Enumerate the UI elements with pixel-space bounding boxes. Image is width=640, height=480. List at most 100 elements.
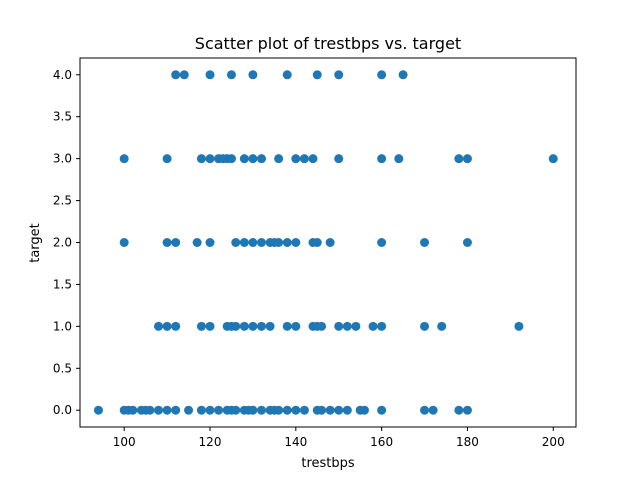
y-tick-label: 3.5	[53, 110, 72, 124]
data-point	[248, 321, 258, 331]
data-point	[154, 405, 164, 415]
data-point	[154, 321, 164, 331]
data-point	[317, 321, 327, 331]
data-point	[312, 70, 322, 80]
chart-title: Scatter plot of trestbps vs. target	[195, 34, 461, 53]
data-point	[274, 405, 284, 415]
data-point	[265, 321, 275, 331]
y-tick-label: 1.0	[53, 319, 72, 333]
x-tick-label: 200	[542, 435, 565, 449]
data-point	[291, 405, 301, 415]
data-point	[162, 238, 172, 247]
data-point	[248, 154, 258, 164]
x-tick-label: 160	[370, 435, 393, 449]
data-point	[377, 321, 387, 331]
data-point	[248, 70, 258, 80]
data-point	[398, 70, 408, 80]
data-point	[334, 405, 344, 415]
data-point	[325, 238, 335, 247]
data-point	[437, 321, 447, 331]
data-point	[239, 154, 249, 164]
data-point	[334, 321, 344, 331]
data-point	[171, 405, 181, 415]
y-tick-label: 1.5	[53, 277, 72, 291]
data-point	[119, 238, 129, 247]
data-point	[171, 70, 181, 80]
data-point	[368, 321, 378, 331]
data-point	[462, 405, 472, 415]
data-point	[256, 154, 266, 164]
data-point	[462, 238, 472, 247]
data-point	[179, 70, 189, 80]
data-point	[291, 321, 301, 331]
x-tick-label: 140	[284, 435, 307, 449]
data-point	[394, 154, 404, 164]
data-point	[325, 405, 335, 415]
data-point	[377, 70, 387, 80]
data-point	[377, 405, 387, 415]
data-point	[239, 321, 249, 331]
x-axis-ticks: 100 120 140 160 180 200	[113, 427, 565, 449]
data-point	[377, 238, 387, 247]
data-point	[291, 154, 301, 164]
data-point	[351, 321, 361, 331]
data-point	[231, 321, 241, 331]
data-point	[205, 321, 215, 331]
data-point	[256, 321, 266, 331]
data-point	[377, 154, 387, 164]
data-point	[256, 238, 266, 247]
data-point	[420, 405, 430, 415]
data-point	[317, 405, 327, 415]
data-point	[428, 405, 438, 415]
y-tick-label: 0.0	[53, 403, 72, 417]
data-point	[205, 238, 215, 247]
data-point	[196, 405, 206, 415]
data-point	[184, 405, 194, 415]
data-point	[248, 405, 258, 415]
data-point	[420, 238, 430, 247]
data-point	[548, 154, 558, 164]
data-point	[231, 405, 241, 415]
data-point	[93, 405, 103, 415]
data-point	[205, 154, 215, 164]
data-point	[282, 321, 292, 331]
y-tick-label: 4.0	[53, 68, 72, 82]
y-axis-ticks: 0.0 0.5 1.0 1.5 2.0 2.5 3.0 3.5 4.0	[53, 68, 80, 417]
data-point	[282, 238, 292, 247]
data-point	[171, 238, 181, 247]
data-point	[274, 154, 284, 164]
data-point	[514, 321, 524, 331]
data-point	[196, 154, 206, 164]
data-point	[162, 154, 172, 164]
y-tick-label: 2.5	[53, 194, 72, 208]
data-point	[274, 238, 284, 247]
y-tick-label: 0.5	[53, 361, 72, 375]
data-point	[420, 321, 430, 331]
data-point	[312, 238, 322, 247]
data-point	[282, 70, 292, 80]
y-axis-label: target	[28, 223, 43, 263]
data-point	[308, 154, 318, 164]
data-point	[162, 405, 172, 415]
data-point	[248, 238, 258, 247]
data-point	[239, 238, 249, 247]
data-point	[226, 70, 236, 80]
data-point	[359, 405, 369, 415]
data-point	[205, 70, 215, 80]
x-axis-label: trestbps	[301, 456, 355, 471]
data-point	[205, 405, 215, 415]
data-point	[214, 405, 224, 415]
data-points	[93, 70, 558, 415]
data-point	[299, 405, 309, 415]
data-point	[256, 405, 266, 415]
data-point	[145, 405, 155, 415]
data-point	[299, 154, 309, 164]
data-point	[291, 238, 301, 247]
data-point	[462, 154, 472, 164]
data-point	[334, 70, 344, 80]
data-point	[342, 405, 352, 415]
x-tick-label: 180	[456, 435, 479, 449]
y-tick-label: 2.0	[53, 236, 72, 250]
data-point	[231, 238, 241, 247]
